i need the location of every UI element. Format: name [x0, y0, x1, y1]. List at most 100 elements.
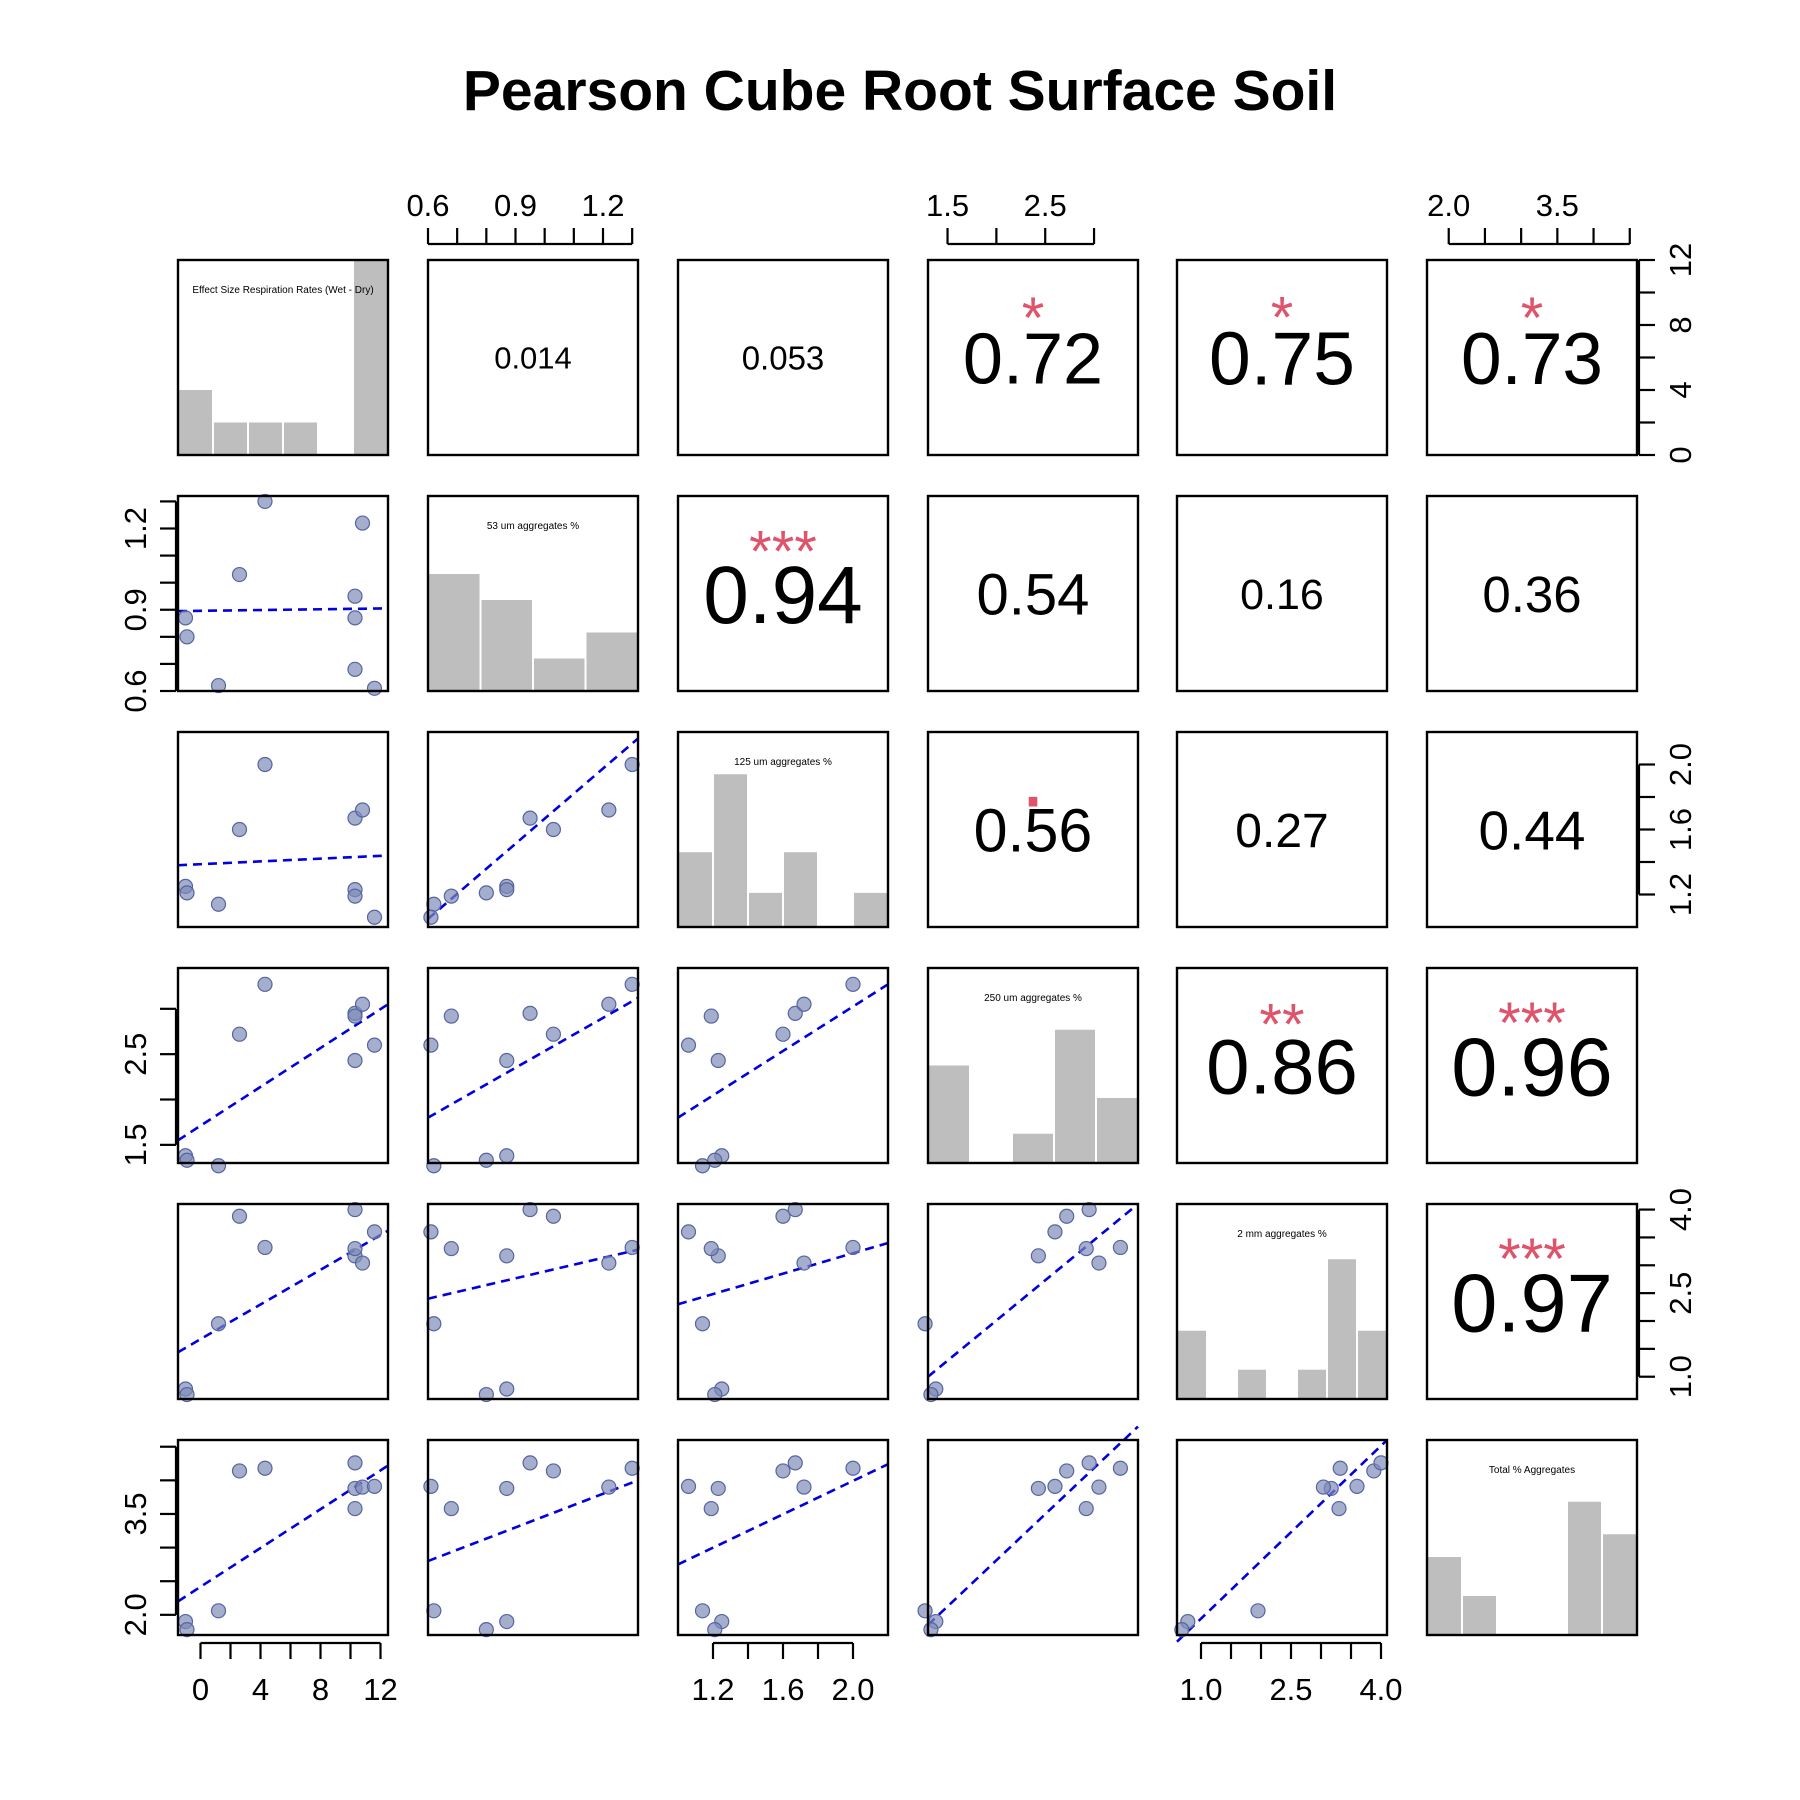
scatter-point — [423, 1037, 439, 1053]
scatter-point — [499, 1148, 515, 1164]
scatter-point — [366, 1224, 383, 1240]
fit-line — [177, 607, 389, 613]
panel-r5-c3 — [917, 1425, 1140, 1638]
scatter-point — [694, 1316, 711, 1332]
tick-label: 2.5 — [1663, 1272, 1698, 1315]
fit-line — [677, 983, 889, 1119]
y-axis-left-3: 1.5 2.5 — [118, 1007, 178, 1166]
scatter-point — [545, 1208, 562, 1224]
scatter-point — [231, 1463, 248, 1479]
panel-frame — [176, 730, 390, 929]
y-axis-right-4: 1.0 2.5 4.0 — [1637, 1188, 1698, 1398]
scatter-point — [845, 1460, 861, 1476]
histogram-bar — [784, 852, 817, 927]
scatter-point — [917, 1603, 933, 1619]
tick-label: 4.0 — [1359, 1672, 1402, 1707]
scatter-point — [478, 885, 494, 901]
panel-frame — [176, 1202, 390, 1401]
scatter-point — [1112, 1239, 1129, 1256]
x-axis-bottom-2: 1.2 1.6 2.0 — [691, 1641, 875, 1707]
panel-r0-c4 — [1175, 258, 1389, 457]
significance-stars: *** — [1498, 1227, 1566, 1292]
panel-r2-c4 — [1175, 730, 1389, 929]
scatter-point — [522, 1455, 538, 1471]
scatter-point — [499, 1052, 515, 1069]
scatter-point — [354, 996, 371, 1012]
tick-label: 1.2 — [581, 188, 624, 223]
y-axis-left-5: 2.0 3.5 — [118, 1445, 178, 1636]
variable-label: 53 um aggregates % — [487, 521, 579, 532]
scatter-point — [694, 1158, 711, 1174]
scatter-point — [703, 1240, 719, 1257]
plot-layer: Effect Size Respiration Rates (Wet - Dry… — [118, 188, 1698, 1707]
scatter-point — [210, 677, 227, 694]
scatter-point — [354, 1255, 371, 1271]
scatter-point — [703, 1008, 719, 1024]
scatter-point — [231, 821, 248, 838]
tick-label: 0.6 — [118, 669, 153, 712]
scatter-point — [347, 1500, 363, 1517]
panel-frame — [176, 494, 390, 693]
panel-r0-c2 — [676, 258, 890, 457]
scatter-point — [354, 802, 371, 818]
tick-label: 3.5 — [1536, 188, 1579, 223]
scatter-point — [179, 885, 195, 901]
correlation-value: 0.96 — [1451, 1020, 1613, 1113]
scatter-point — [545, 821, 562, 838]
scatter-point — [545, 1463, 562, 1479]
panel-r3-c2 — [676, 966, 890, 1174]
panel-r4-c5 — [1425, 1202, 1639, 1401]
panel-frame — [426, 966, 640, 1165]
scatter-point — [257, 493, 273, 510]
scatter-point — [1059, 1208, 1075, 1224]
correlation-value: 0.27 — [1235, 805, 1328, 858]
histogram-bar — [1055, 1029, 1095, 1163]
panel-r2-c3 — [926, 730, 1140, 929]
scatter-point — [443, 1500, 459, 1517]
tick-label: 8 — [1663, 316, 1698, 333]
histogram-bar — [854, 892, 887, 927]
panel-r3-c0 — [176, 966, 390, 1174]
panel-r4-c1 — [423, 1201, 640, 1403]
scatter-point — [179, 1152, 195, 1168]
panel-frame — [1175, 1438, 1389, 1637]
panel-r1-c1: 53 um aggregates % — [426, 494, 640, 693]
variable-label: Effect Size Respiration Rates (Wet - Dry… — [192, 285, 373, 296]
panel-frame — [926, 258, 1140, 457]
panel-r0-c1 — [426, 258, 640, 457]
tick-label: 8 — [312, 1672, 329, 1707]
tick-label: 0.6 — [406, 188, 449, 223]
panel-r3-c5 — [1425, 966, 1639, 1165]
histogram-bar — [1603, 1534, 1636, 1635]
x-axis-top-5: 2.0 3.5 — [1427, 188, 1631, 246]
panel-r3-c1 — [423, 966, 640, 1174]
histogram-bar — [1178, 1330, 1206, 1399]
y-axis-right-0: 12 8 4 0 — [1637, 243, 1698, 464]
scatter-point — [1047, 1224, 1063, 1240]
panel-frame — [926, 1202, 1140, 1401]
panel-frame — [1425, 966, 1639, 1165]
x-axis-bottom-4: 1.0 2.5 4.0 — [1179, 1641, 1403, 1707]
significance-stars: *** — [1498, 991, 1566, 1056]
panel-r3-c3: 250 um aggregates % — [926, 966, 1140, 1165]
panel-frame — [676, 1202, 890, 1401]
scatter-point — [1174, 1622, 1190, 1638]
panel-r1-c2 — [676, 494, 890, 693]
panel-frame — [426, 1202, 640, 1401]
panel-r4-c2 — [676, 1201, 890, 1403]
tick-label: 3.5 — [118, 1492, 153, 1535]
significance-stars: * — [1271, 285, 1294, 350]
panel-frame — [1425, 1438, 1639, 1637]
panel-frame — [1425, 1202, 1639, 1401]
scatter-point — [545, 1026, 562, 1042]
histogram-bar — [929, 1065, 969, 1163]
tick-label: 0 — [192, 1672, 209, 1707]
scatter-point — [210, 1603, 227, 1619]
scatter-point — [499, 882, 515, 898]
variable-label: Total % Aggregates — [1489, 1465, 1575, 1476]
panel-frame — [176, 1438, 390, 1637]
scatter-point — [347, 888, 363, 904]
panel-r5-c1 — [423, 1438, 640, 1638]
fit-line — [427, 1248, 639, 1300]
tick-label: 12 — [363, 1672, 397, 1707]
